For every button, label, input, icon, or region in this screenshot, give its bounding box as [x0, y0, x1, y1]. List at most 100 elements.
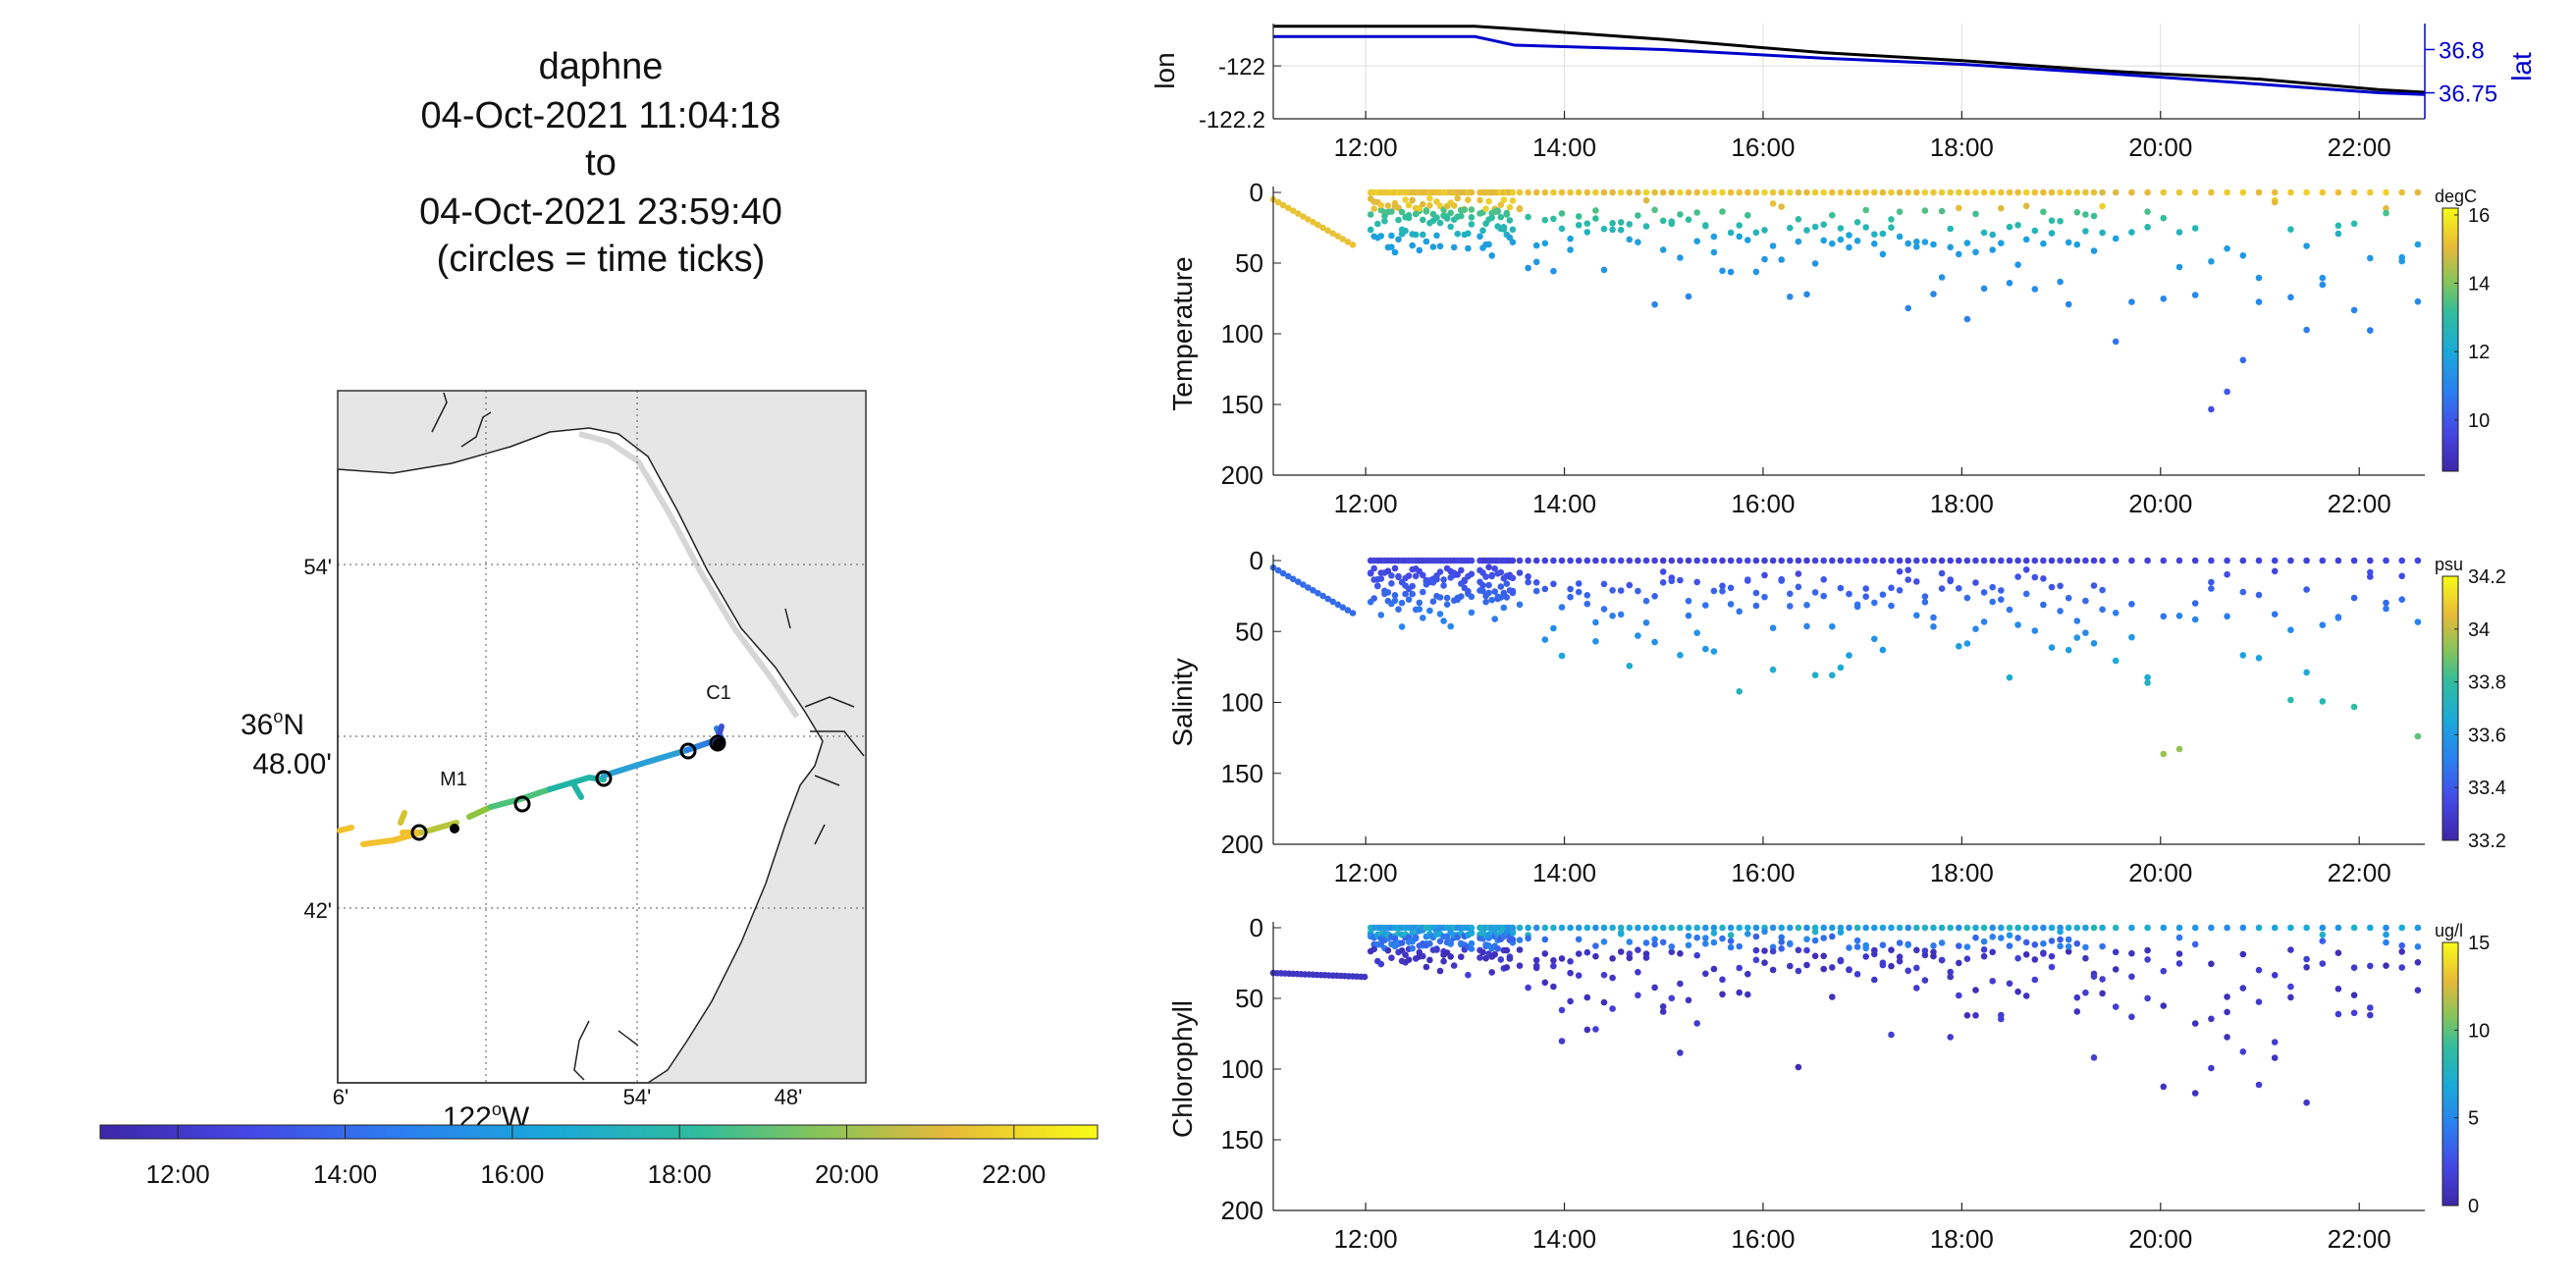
- data-point: [1972, 987, 1979, 993]
- data-point: [1811, 671, 1819, 678]
- track-segment-1: [337, 825, 354, 833]
- data-point: [1370, 945, 1377, 953]
- lon-lat-panel: -122 -122.2 36.8 36.75 12:00 14:00 16:00 18:00 2…: [1150, 24, 2537, 162]
- data-point: [1422, 208, 1430, 215]
- data-point: [2057, 188, 2064, 196]
- data-point: [1659, 939, 1667, 946]
- data-point: [2255, 188, 2263, 196]
- data-point: [1558, 188, 1566, 196]
- y-tick-label: 0: [1250, 178, 1263, 207]
- data-point: [1963, 640, 1971, 647]
- data-point: [2334, 557, 2342, 564]
- data-point: [1398, 208, 1406, 216]
- data-point: [2090, 557, 2098, 564]
- data-point: [1719, 208, 1726, 215]
- data-point: [1905, 576, 1911, 583]
- data-point: [1710, 188, 1718, 196]
- data-point: [2112, 338, 2120, 346]
- data-point: [1558, 1006, 1566, 1014]
- data-point: [1938, 569, 1946, 577]
- data-point: [2057, 942, 2064, 950]
- data-point: [1905, 188, 1911, 196]
- data-point: [1769, 188, 1777, 196]
- data-point: [1829, 557, 1836, 564]
- data-point: [2191, 940, 2199, 948]
- data-point: [1803, 924, 1810, 932]
- data-point: [1405, 214, 1413, 222]
- data-point: [1429, 598, 1437, 605]
- data-point: [1989, 948, 1996, 956]
- data-point: [1787, 294, 1794, 300]
- data-point: [1609, 220, 1616, 227]
- data-point: [1626, 924, 1634, 932]
- data-point: [1778, 577, 1785, 584]
- data-point: [1497, 213, 1505, 221]
- data-point: [1727, 601, 1735, 608]
- data-point: [1837, 584, 1845, 592]
- data-point: [1989, 598, 1996, 606]
- data-point: [1479, 581, 1486, 589]
- data-point: [1440, 576, 1447, 583]
- data-point: [1497, 956, 1505, 963]
- data-point: [2255, 966, 2263, 974]
- data-point: [2048, 583, 2056, 591]
- data-point: [1626, 954, 1634, 962]
- data-point: [2367, 557, 2374, 564]
- data-point: [1871, 976, 1878, 984]
- data-point: [1752, 956, 1760, 964]
- data-point: [2099, 942, 2106, 950]
- data-point: [1500, 196, 1508, 203]
- data-point: [1583, 948, 1591, 956]
- data-point: [2383, 924, 2389, 932]
- data-point: [1458, 212, 1465, 220]
- data-point: [1651, 188, 1658, 196]
- data-point: [2383, 962, 2389, 969]
- data-point: [1617, 931, 1625, 938]
- data-point: [1795, 924, 1802, 932]
- data-point: [1592, 207, 1599, 214]
- data-point: [1651, 206, 1658, 214]
- data-point: [1668, 557, 1676, 564]
- data-point: [1811, 188, 1819, 196]
- data-point: [1846, 924, 1852, 932]
- data-point: [2191, 924, 2199, 932]
- data-point: [1668, 948, 1676, 955]
- data-point: [1558, 604, 1566, 611]
- data-point: [1930, 291, 1937, 297]
- data-point: [1494, 945, 1501, 952]
- data-point: [1626, 581, 1634, 589]
- data-point: [1980, 557, 1988, 564]
- data-point: [1837, 924, 1845, 932]
- data-point: [1896, 233, 1904, 241]
- series-line-lat: [1273, 34, 2426, 96]
- data-point: [1516, 946, 1524, 953]
- data-point: [1344, 239, 1352, 245]
- data-point: [1803, 961, 1810, 969]
- data-point: [1384, 567, 1392, 574]
- data-point: [1685, 933, 1692, 939]
- data-point: [2031, 573, 2039, 581]
- data-point: [2160, 188, 2168, 196]
- data-point: [1820, 965, 1827, 973]
- title-line-1: daphne: [539, 46, 664, 87]
- data-point: [2112, 966, 2120, 973]
- data-point: [1388, 208, 1395, 215]
- data-point: [1719, 582, 1726, 590]
- title-line-2: 04-Oct-2021 11:04:18: [421, 95, 781, 136]
- data-point: [2239, 985, 2247, 992]
- time-colorbar-gradient: [99, 1124, 1099, 1140]
- track-segment-7: [547, 774, 607, 800]
- data-point: [1752, 924, 1760, 932]
- y-axis-label: lon: [1150, 52, 1180, 88]
- data-point: [1384, 589, 1392, 596]
- data-point: [1947, 557, 1954, 564]
- data-point: [2239, 950, 2247, 958]
- data-point: [1497, 201, 1505, 208]
- data-point: [1829, 933, 1836, 940]
- data-point: [1583, 600, 1591, 608]
- data-point: [2090, 1054, 2098, 1061]
- data-point: [1896, 957, 1904, 965]
- data-point: [2191, 1020, 2199, 1027]
- data-point: [1329, 598, 1336, 606]
- data-point: [1963, 943, 1971, 950]
